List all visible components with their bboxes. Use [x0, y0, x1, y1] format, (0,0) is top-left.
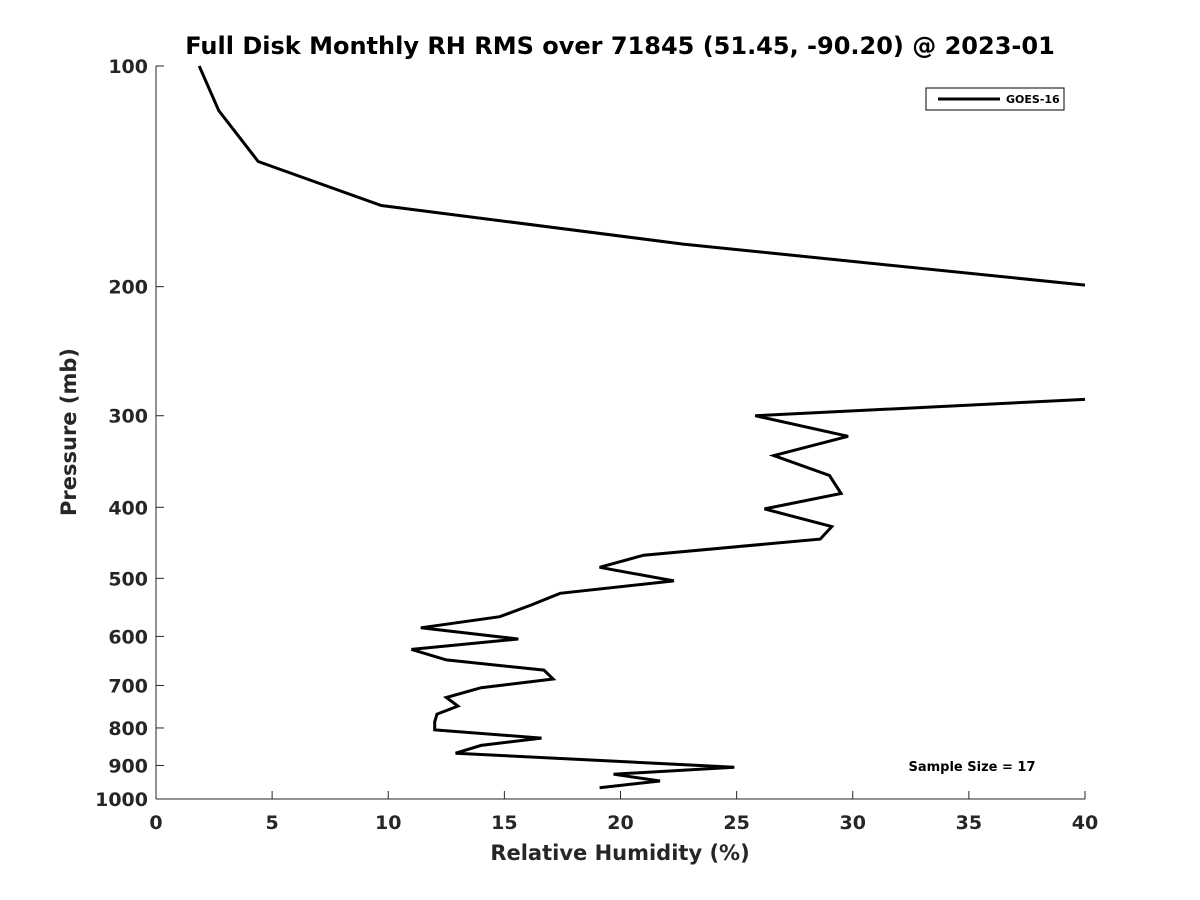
legend-label-goes-16: GOES-16	[1006, 93, 1060, 106]
series-group	[197, 65, 1086, 790]
series-line-goes-16-segment-1	[197, 65, 1086, 287]
tick-labels: 0 5 10 15 20 25 30 35 40 100 200 300 400 500 600 700 800…	[95, 56, 1098, 834]
y-tick-label: 900	[108, 755, 148, 777]
y-tick-label: 400	[108, 497, 148, 519]
x-tick-label: 40	[1072, 812, 1098, 834]
y-axis-label: Pressure (mb)	[57, 348, 81, 516]
y-tick-label: 600	[108, 626, 148, 648]
y-tick-label: 300	[108, 406, 148, 428]
y-tick-label: 700	[108, 675, 148, 697]
chart-title: Full Disk Monthly RH RMS over 71845 (51.…	[185, 32, 1055, 60]
y-tick-label: 800	[108, 718, 148, 740]
x-tick-label: 30	[840, 812, 866, 834]
x-tick-label: 35	[956, 812, 982, 834]
x-tick-label: 5	[266, 812, 279, 834]
legend: GOES-16	[925, 87, 1065, 111]
x-axis-label: Relative Humidity (%)	[490, 841, 749, 865]
y-tick-label: 200	[108, 277, 148, 299]
y-tick-label: 1000	[95, 789, 148, 811]
x-tick-label: 15	[491, 812, 517, 834]
y-tick-label: 100	[108, 56, 148, 78]
x-tick-label: 25	[723, 812, 749, 834]
y-tick-label: 500	[108, 568, 148, 590]
x-tick-label: 10	[375, 812, 401, 834]
x-tick-label: 20	[607, 812, 633, 834]
series-line-goes-16-segment-2	[411, 397, 1086, 790]
x-tick-label: 0	[149, 812, 162, 834]
sample-size-annotation: Sample Size = 17	[908, 760, 1035, 775]
